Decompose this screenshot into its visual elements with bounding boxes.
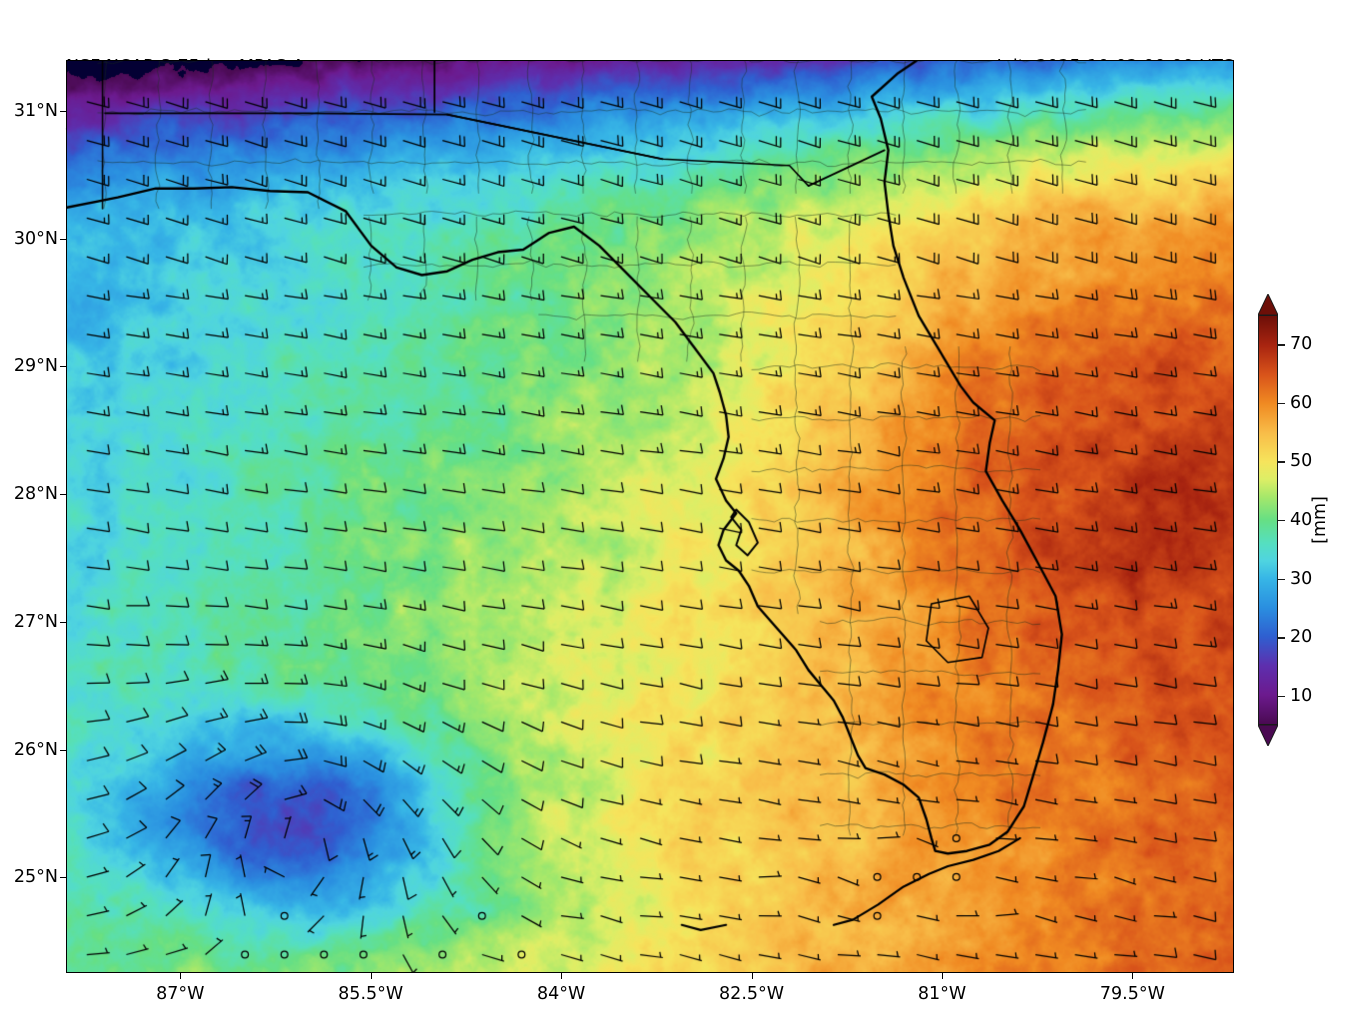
y-tick-label: 29°N [13, 356, 58, 377]
y-tick-mark [60, 238, 66, 240]
colorbar-tick-label: 20 [1290, 627, 1313, 648]
y-tick-label: 26°N [13, 739, 58, 760]
y-tick-mark [60, 749, 66, 751]
x-tick-label: 85.5°W [338, 984, 404, 1004]
x-tick-mark [1132, 973, 1134, 979]
y-tick-mark [60, 494, 66, 496]
y-tick-label: 28°N [13, 484, 58, 505]
x-tick-mark [370, 973, 372, 979]
x-tick-label: 81°W [917, 984, 967, 1004]
colorbar-gradient [1258, 315, 1278, 725]
y-tick-label: 30°N [13, 228, 58, 249]
colorbar-tick-label: 10 [1290, 685, 1313, 706]
colorbar-tick-mark [1278, 520, 1285, 522]
colorbar-tick-label: 60 [1290, 392, 1313, 413]
y-tick-label: 31°N [13, 101, 58, 122]
x-tick-mark [942, 973, 943, 979]
colorbar-tick-mark [1278, 695, 1285, 698]
y-tick-label: 25°N [13, 867, 58, 888]
x-tick-label: 87°W [156, 984, 205, 1004]
colorbar-tick-mark [1278, 578, 1285, 580]
y-tick-mark [60, 111, 66, 113]
colorbar-tick-label: 50 [1290, 451, 1313, 472]
y-tick-mark [60, 877, 66, 879]
x-tick-mark [561, 973, 563, 979]
y-tick-label: 27°N [13, 611, 58, 632]
colorbar-tick-label: 30 [1290, 568, 1313, 589]
x-tick-mark [180, 973, 182, 979]
colorbar-tick-mark [1278, 637, 1285, 639]
colorbar: 10 20 30 40 50 60 70 [mm] [1250, 290, 1349, 750]
colorbar-tick-label: 70 [1290, 334, 1313, 355]
x-tick-mark [751, 973, 753, 979]
precipitable-water-field [67, 61, 1233, 972]
y-tick-mark [60, 621, 66, 623]
map-plot-area[interactable] [66, 60, 1234, 973]
y-tick-mark [60, 366, 66, 368]
colorbar-extend-max-arrow [1258, 294, 1278, 315]
x-tick-label: 82.5°W [719, 984, 785, 1004]
colorbar-extend-min-arrow [1258, 725, 1278, 746]
colorbar-tick-mark [1278, 344, 1285, 346]
x-tick-label: 84°W [536, 984, 586, 1004]
colorbar-tick-mark [1278, 402, 1285, 405]
x-tick-label: 79.5°W [1099, 984, 1165, 1004]
colorbar-unit-label: [mm] [1310, 496, 1330, 544]
colorbar-tick-mark [1278, 461, 1285, 463]
colorbar-tick-label: 40 [1290, 510, 1313, 530]
